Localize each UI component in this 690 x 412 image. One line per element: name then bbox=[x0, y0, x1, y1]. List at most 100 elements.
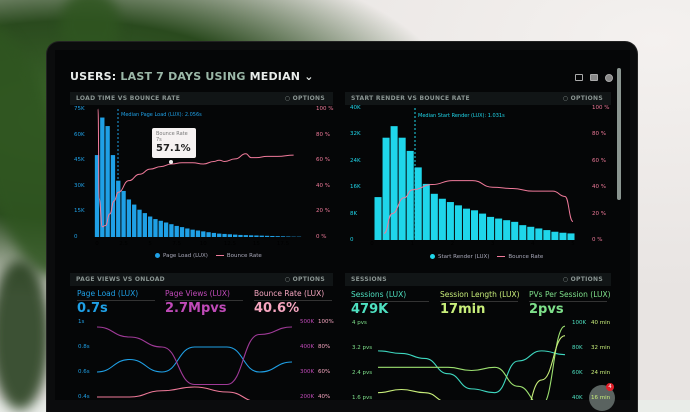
histogram-bar bbox=[455, 205, 462, 240]
y-tick: 32K bbox=[350, 131, 361, 137]
histogram-bar bbox=[238, 235, 242, 237]
histogram-bar bbox=[217, 234, 221, 237]
histogram-bar bbox=[228, 234, 232, 237]
metric-page-views: Page Views (LUX)2.7Mpvs bbox=[165, 289, 243, 316]
series-line bbox=[378, 351, 565, 393]
x-tick: 2 bbox=[451, 241, 455, 247]
histogram-bar bbox=[153, 219, 157, 237]
y2-tick: 60K bbox=[572, 370, 583, 376]
histogram-bar bbox=[479, 214, 486, 240]
x-tick: 15 bbox=[253, 241, 260, 247]
histogram-bar bbox=[487, 217, 494, 240]
histogram-bar bbox=[244, 235, 248, 237]
metric-bounce-rate: Bounce Rate (LUX)40.6% bbox=[254, 289, 332, 316]
notification-badge: 4 bbox=[606, 383, 614, 391]
series-line bbox=[97, 327, 292, 385]
y-tick: 0.8s bbox=[78, 344, 90, 350]
histogram-bar bbox=[222, 234, 226, 237]
histogram-bar bbox=[503, 220, 510, 240]
histogram-bar bbox=[191, 230, 195, 237]
histogram-bar bbox=[212, 233, 216, 237]
histogram-bar bbox=[164, 222, 168, 237]
histogram-bar bbox=[233, 235, 237, 237]
y2-tick: 100K bbox=[572, 320, 586, 326]
histogram-bar bbox=[567, 233, 574, 240]
metric-page-load: Page Load (LUX)0.7s bbox=[77, 289, 155, 316]
x-tick: 2.5 bbox=[119, 241, 128, 247]
y3-tick: 32 min bbox=[591, 345, 610, 351]
histogram-bar bbox=[254, 235, 258, 237]
y3-tick: 60% bbox=[318, 369, 330, 375]
charts-canvas bbox=[0, 0, 690, 400]
y-tick: 1.6 pvs bbox=[352, 395, 372, 401]
x-tick: 0 bbox=[370, 241, 374, 247]
histogram-bar bbox=[270, 236, 274, 237]
y-tick: 4 pvs bbox=[352, 320, 367, 326]
histogram-bar bbox=[201, 231, 205, 237]
histogram-bar bbox=[495, 219, 502, 240]
y2-tick: 100 % bbox=[316, 106, 333, 112]
histogram-bar bbox=[375, 197, 382, 240]
y-tick: 40K bbox=[350, 105, 361, 111]
y2-tick: 80 % bbox=[316, 132, 330, 138]
y2-tick: 40K bbox=[572, 395, 583, 401]
y3-tick: 40% bbox=[318, 394, 330, 400]
y-tick: 3.2 pvs bbox=[352, 345, 372, 351]
y3-tick: 24 min bbox=[591, 370, 610, 376]
tooltip-point bbox=[169, 160, 173, 164]
median-label: Median Start Render (LUX): 1.031s bbox=[418, 113, 505, 119]
histogram-bar bbox=[185, 228, 189, 237]
y-tick: 0 bbox=[350, 237, 354, 243]
y2-tick: 200K bbox=[300, 394, 314, 400]
histogram-bar bbox=[260, 236, 264, 237]
histogram-bar bbox=[143, 213, 147, 237]
metric-sessions: Sessions (LUX)479K bbox=[351, 290, 429, 317]
y2-tick: 0 % bbox=[592, 237, 602, 243]
y2-tick: 0 % bbox=[316, 234, 326, 240]
y-tick: 2.4 pvs bbox=[352, 370, 372, 376]
y-tick: 45K bbox=[74, 157, 85, 163]
histogram-bar bbox=[463, 209, 470, 240]
histogram-bar bbox=[276, 236, 280, 237]
x-tick: 7.5 bbox=[172, 241, 181, 247]
y2-tick: 60 % bbox=[316, 157, 330, 163]
histogram-bar bbox=[431, 194, 438, 240]
histogram-bar bbox=[180, 227, 184, 237]
histogram-bar bbox=[127, 199, 131, 237]
histogram-bar bbox=[511, 222, 518, 240]
y-tick: 75K bbox=[74, 106, 85, 112]
y3-tick: 40 min bbox=[591, 320, 610, 326]
histogram-bar bbox=[111, 155, 115, 237]
legend-dot bbox=[430, 254, 435, 259]
legend-render: Start Render (LUX)Bounce Rate bbox=[430, 254, 543, 260]
y3-tick: 80% bbox=[318, 344, 330, 350]
histogram-bar bbox=[249, 235, 253, 237]
y2-tick: 300K bbox=[300, 369, 314, 375]
y-tick: 0.6s bbox=[78, 369, 90, 375]
histogram-bar bbox=[265, 236, 269, 237]
y-tick: 0.4s bbox=[78, 394, 90, 400]
y-tick: 16K bbox=[350, 184, 361, 190]
legend-load: Page Load (LUX)Bounce Rate bbox=[155, 253, 262, 259]
histogram-bar bbox=[535, 228, 542, 240]
histogram-bar bbox=[169, 224, 173, 237]
histogram-bar bbox=[159, 221, 163, 237]
histogram-bar bbox=[175, 226, 179, 237]
histogram-bar bbox=[137, 210, 141, 237]
histogram-bar bbox=[391, 126, 398, 240]
y2-tick: 500K bbox=[300, 319, 314, 325]
y2-tick: 40 % bbox=[592, 184, 606, 190]
y3-tick: 100% bbox=[318, 319, 334, 325]
series-line bbox=[97, 387, 292, 400]
histogram-bar bbox=[447, 202, 454, 240]
histogram-bar bbox=[281, 236, 285, 237]
x-tick: 3 bbox=[491, 241, 495, 247]
histogram-bar bbox=[439, 199, 446, 240]
y2-tick: 60 % bbox=[592, 158, 606, 164]
x-tick: 10 bbox=[200, 241, 207, 247]
y-tick: 60K bbox=[74, 132, 85, 138]
metric-pvs-per-session: PVs Per Session (LUX)2pvs bbox=[529, 290, 607, 317]
x-tick: 5 bbox=[148, 241, 152, 247]
histogram-bar bbox=[121, 191, 125, 237]
x-tick: 12.5 bbox=[224, 241, 236, 247]
